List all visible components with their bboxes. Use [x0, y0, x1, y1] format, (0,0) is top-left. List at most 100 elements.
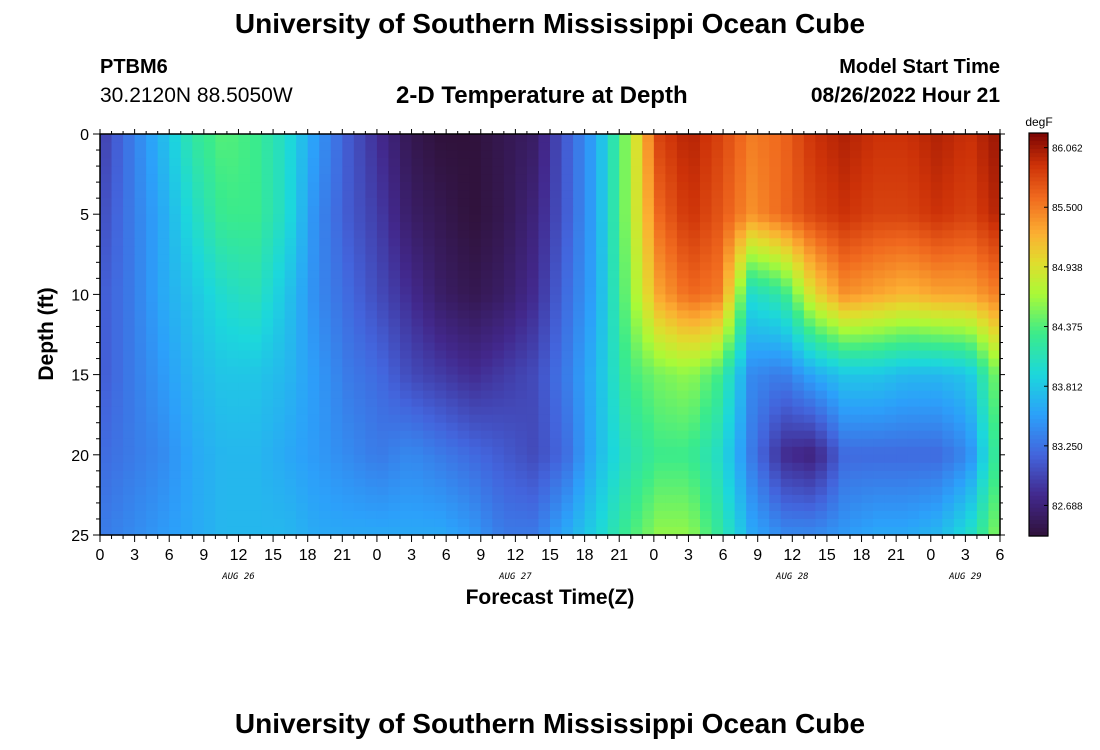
heatmap-cell: [573, 414, 586, 424]
colorbar-segment: [1029, 427, 1048, 432]
heatmap-cell: [273, 318, 286, 328]
heatmap-cell: [746, 342, 759, 352]
heatmap-cell: [261, 494, 274, 504]
heatmap-cell: [653, 142, 666, 151]
heatmap-cell: [873, 350, 886, 360]
heatmap-cell: [526, 238, 540, 247]
heatmap-cell: [919, 502, 932, 512]
heatmap-cell: [503, 310, 516, 320]
heatmap-cell: [780, 278, 793, 287]
heatmap-cell: [526, 342, 540, 352]
x-tick-label: 6: [996, 547, 1005, 564]
heatmap-cell: [942, 518, 955, 528]
heatmap-cell: [642, 302, 655, 312]
heatmap-cell: [619, 526, 632, 536]
heatmap-cell: [284, 230, 297, 239]
heatmap-cell: [296, 262, 309, 271]
heatmap-cell: [215, 326, 228, 336]
heatmap-cell: [284, 462, 297, 472]
heatmap-cell: [411, 502, 424, 512]
heatmap-cell: [550, 214, 563, 223]
heatmap-cell: [734, 462, 747, 472]
heatmap-cell: [446, 230, 459, 239]
heatmap-cell: [942, 366, 955, 376]
heatmap-cell: [896, 518, 909, 528]
heatmap-cell: [780, 390, 793, 400]
heatmap-cell: [100, 150, 113, 159]
heatmap-cell: [146, 494, 159, 504]
heatmap-cell: [296, 366, 309, 376]
heatmap-cell: [884, 214, 897, 223]
heatmap-cell: [365, 342, 378, 352]
heatmap-cell: [192, 486, 205, 496]
heatmap-cell: [550, 182, 563, 191]
heatmap-cell: [988, 438, 1001, 448]
heatmap-cell: [734, 326, 747, 336]
heatmap-cell: [896, 358, 909, 368]
heatmap-cell: [665, 230, 678, 239]
heatmap-cell: [815, 262, 828, 271]
heatmap-cell: [180, 494, 193, 504]
heatmap-cell: [284, 438, 297, 448]
heatmap-cell: [469, 478, 482, 488]
heatmap-cell: [123, 494, 136, 504]
heatmap-cell: [930, 182, 943, 191]
heatmap-cell: [238, 502, 251, 512]
heatmap-cell: [353, 206, 366, 215]
heatmap-cell: [976, 238, 990, 247]
heatmap-cell: [711, 286, 724, 295]
heatmap-cell: [711, 486, 724, 496]
heatmap-cell: [769, 174, 782, 183]
heatmap-cell: [215, 142, 228, 151]
heatmap-cell: [803, 182, 816, 191]
heatmap-cell: [815, 174, 828, 183]
heatmap-cell: [503, 510, 516, 520]
heatmap-cell: [400, 350, 413, 360]
heatmap-cell: [515, 246, 528, 255]
heatmap-cell: [515, 486, 528, 496]
heatmap-cell: [503, 374, 516, 384]
heatmap-cell: [561, 470, 574, 480]
heatmap-cell: [180, 478, 193, 488]
heatmap-cell: [400, 246, 413, 255]
heatmap-cell: [838, 158, 851, 167]
heatmap-cell: [734, 398, 747, 408]
heatmap-cell: [134, 230, 147, 239]
heatmap-cell: [953, 454, 966, 464]
heatmap-cell: [503, 350, 516, 360]
heatmap-cell: [123, 358, 136, 368]
heatmap-cell: [238, 134, 251, 143]
heatmap-cell: [492, 198, 505, 207]
heatmap-cell: [319, 398, 332, 408]
heatmap-cell: [861, 238, 874, 247]
heatmap-cell: [261, 430, 274, 440]
heatmap-cell: [976, 246, 990, 255]
colorbar-segment: [1029, 503, 1048, 509]
heatmap-cell: [515, 502, 528, 512]
heatmap-cell: [769, 334, 782, 344]
heatmap-cell: [596, 182, 609, 191]
heatmap-cell: [146, 422, 159, 432]
heatmap-cell: [780, 414, 793, 424]
heatmap-cell: [238, 430, 251, 440]
heatmap-cell: [665, 478, 678, 488]
heatmap-cell: [515, 350, 528, 360]
heatmap-cell: [250, 510, 263, 520]
heatmap-cell: [734, 342, 747, 352]
heatmap-cell: [226, 350, 240, 360]
heatmap-cell: [838, 462, 851, 472]
heatmap-cell: [930, 222, 943, 231]
heatmap-cell: [584, 334, 597, 344]
heatmap-cell: [480, 470, 493, 480]
heatmap-cell: [434, 190, 447, 199]
heatmap-cell: [480, 150, 493, 159]
heatmap-cell: [780, 310, 793, 320]
heatmap-cell: [757, 214, 770, 223]
heatmap-cell: [838, 526, 851, 536]
heatmap-cell: [988, 398, 1001, 408]
heatmap-cell: [284, 382, 297, 392]
heatmap-cell: [215, 478, 228, 488]
heatmap-cell: [792, 278, 805, 287]
heatmap-cell: [988, 470, 1001, 480]
heatmap-cell: [861, 406, 874, 416]
